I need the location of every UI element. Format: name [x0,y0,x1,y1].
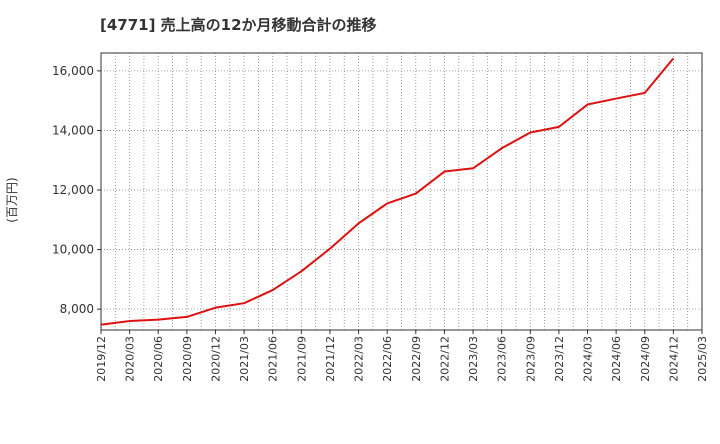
x-tick-label: 2020/06 [152,336,165,382]
x-tick-label: 2020/12 [209,336,222,382]
x-tick-label: 2024/03 [582,336,595,382]
x-tick-label: 2022/06 [381,336,394,382]
x-tick-label: 2020/09 [181,336,194,382]
y-axis-label: (百万円) [5,177,19,222]
x-axis: 2019/12 2020/03 2020/06 2020/09 2020/12 2021/… [95,330,709,382]
x-tick-label: 2020/03 [124,336,137,382]
y-tick-label: 14,000 [52,123,94,137]
y-tick-label: 12,000 [52,183,94,197]
x-tick-label: 2022/12 [438,336,451,382]
x-tick-label: 2024/06 [610,336,623,382]
chart-title: [4771] 売上高の12か月移動合計の推移 [100,16,377,34]
x-tick-label: 2023/03 [467,336,480,382]
x-tick-label: 2021/03 [238,336,251,382]
x-tick-label: 2024/12 [667,336,680,382]
x-tick-label: 2023/09 [524,336,537,382]
y-tick-label: 8,000 [60,302,94,316]
x-tick-label: 2023/06 [496,336,509,382]
x-tick-label: 2021/06 [267,336,280,382]
y-tick-label: 10,000 [52,243,94,257]
x-tick-label: 2024/09 [639,336,652,382]
grid-layer [101,53,702,330]
plot-frame [100,52,703,331]
x-tick-label: 2021/09 [295,336,308,382]
y-axis: 8,000 10,000 12,000 14,000 16,000 [52,64,101,316]
x-tick-label: 2023/12 [553,336,566,382]
x-tick-label: 2019/12 [95,336,108,382]
y-tick-label: 16,000 [52,64,94,78]
series-layer [100,57,675,326]
x-tick-label: 2022/09 [410,336,423,382]
x-tick-label: 2022/03 [353,336,366,382]
series-line [100,57,675,326]
x-tick-label: 2021/12 [324,336,337,382]
x-tick-label: 2025/03 [696,336,709,382]
